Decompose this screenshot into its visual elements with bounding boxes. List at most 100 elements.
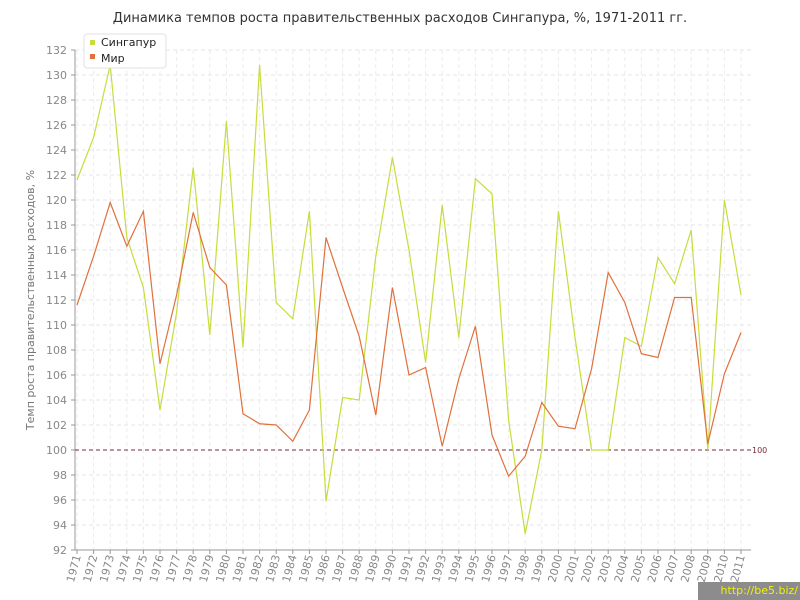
data-point-world[interactable] — [606, 270, 611, 275]
data-point-singapore[interactable] — [207, 333, 212, 338]
data-point-singapore[interactable] — [307, 209, 312, 214]
data-point-world[interactable] — [373, 413, 378, 418]
data-point-world[interactable] — [639, 351, 644, 356]
legend-swatch-singapore — [90, 40, 95, 45]
data-point-world[interactable] — [622, 300, 627, 305]
x-tick-label: 2011 — [728, 553, 748, 583]
data-point-world[interactable] — [224, 283, 229, 288]
data-point-singapore[interactable] — [456, 335, 461, 340]
y-tick-label: 122 — [46, 169, 67, 182]
y-tick-label: 100 — [46, 444, 67, 457]
data-point-world[interactable] — [589, 366, 594, 371]
data-point-singapore[interactable] — [539, 448, 544, 453]
data-point-world[interactable] — [705, 441, 710, 446]
data-point-singapore[interactable] — [174, 310, 179, 315]
data-point-world[interactable] — [539, 400, 544, 405]
y-tick-label: 112 — [46, 294, 67, 307]
data-point-singapore[interactable] — [75, 178, 80, 183]
data-point-world[interactable] — [91, 254, 96, 259]
data-point-world[interactable] — [241, 411, 246, 416]
data-point-world[interactable] — [656, 355, 661, 360]
y-tick-label: 126 — [46, 119, 67, 132]
data-point-singapore[interactable] — [722, 198, 727, 203]
data-point-world[interactable] — [307, 408, 312, 413]
data-point-world[interactable] — [473, 324, 478, 329]
data-point-singapore[interactable] — [689, 228, 694, 233]
data-point-singapore[interactable] — [523, 531, 528, 536]
data-point-singapore[interactable] — [257, 63, 262, 68]
data-point-world[interactable] — [689, 295, 694, 300]
legend-box — [83, 33, 167, 69]
data-point-singapore[interactable] — [506, 418, 511, 423]
data-point-singapore[interactable] — [274, 300, 279, 305]
data-point-singapore[interactable] — [672, 281, 677, 286]
data-point-world[interactable] — [340, 285, 345, 290]
data-point-world[interactable] — [722, 371, 727, 376]
data-point-singapore[interactable] — [490, 191, 495, 196]
data-point-world[interactable] — [490, 433, 495, 438]
data-point-singapore[interactable] — [224, 119, 229, 124]
legend-swatch-world — [90, 54, 95, 59]
data-point-singapore[interactable] — [340, 395, 345, 400]
y-tick-label: 104 — [46, 394, 67, 407]
data-point-world[interactable] — [556, 424, 561, 429]
data-point-singapore[interactable] — [589, 448, 594, 453]
data-point-singapore[interactable] — [473, 176, 478, 181]
data-point-world[interactable] — [124, 244, 129, 249]
data-point-singapore[interactable] — [290, 316, 295, 321]
data-point-singapore[interactable] — [241, 345, 246, 350]
data-point-singapore[interactable] — [357, 398, 362, 403]
data-point-world[interactable] — [191, 210, 196, 215]
data-point-world[interactable] — [423, 365, 428, 370]
data-point-world[interactable] — [108, 200, 113, 205]
data-point-singapore[interactable] — [739, 293, 744, 298]
y-tick-label: 130 — [46, 69, 67, 82]
data-point-singapore[interactable] — [705, 448, 710, 453]
data-point-world[interactable] — [324, 235, 329, 240]
y-tick-label: 118 — [46, 219, 67, 232]
data-point-world[interactable] — [407, 373, 412, 378]
data-point-singapore[interactable] — [141, 285, 146, 290]
grid — [75, 49, 751, 551]
data-point-world[interactable] — [739, 330, 744, 335]
data-point-singapore[interactable] — [373, 254, 378, 259]
data-point-singapore[interactable] — [324, 499, 329, 504]
data-point-world[interactable] — [440, 444, 445, 449]
data-point-singapore[interactable] — [407, 248, 412, 253]
y-tick-label: 106 — [46, 369, 67, 382]
data-point-singapore[interactable] — [158, 408, 163, 413]
data-point-world[interactable] — [174, 293, 179, 298]
data-point-singapore[interactable] — [556, 209, 561, 214]
data-point-world[interactable] — [274, 423, 279, 428]
data-point-singapore[interactable] — [656, 255, 661, 260]
data-point-singapore[interactable] — [191, 165, 196, 170]
watermark[interactable]: http://be5.biz/ — [698, 582, 800, 600]
data-point-world[interactable] — [141, 209, 146, 214]
data-point-world[interactable] — [257, 421, 262, 426]
data-point-world[interactable] — [573, 426, 578, 431]
data-point-world[interactable] — [506, 474, 511, 479]
legend[interactable]: Сингапур Мир — [83, 33, 167, 69]
data-point-singapore[interactable] — [390, 155, 395, 160]
data-point-world[interactable] — [75, 303, 80, 308]
data-point-world[interactable] — [290, 439, 295, 444]
data-point-world[interactable] — [357, 334, 362, 339]
y-tick-label: 108 — [46, 344, 67, 357]
data-point-singapore[interactable] — [91, 135, 96, 140]
data-point-singapore[interactable] — [606, 448, 611, 453]
data-point-world[interactable] — [523, 454, 528, 459]
data-point-world[interactable] — [672, 295, 677, 300]
data-point-world[interactable] — [390, 285, 395, 290]
y-tick-label: 124 — [46, 144, 67, 157]
chart-title: Динамика темпов роста правительственных … — [113, 11, 687, 26]
y-tick-label: 110 — [46, 319, 67, 332]
data-point-singapore[interactable] — [622, 335, 627, 340]
data-point-world[interactable] — [158, 361, 163, 366]
data-point-world[interactable] — [456, 376, 461, 381]
data-point-singapore[interactable] — [423, 360, 428, 365]
data-point-singapore[interactable] — [440, 203, 445, 208]
y-tick-label: 128 — [46, 94, 67, 107]
data-point-world[interactable] — [207, 265, 212, 270]
data-point-singapore[interactable] — [573, 335, 578, 340]
data-point-singapore[interactable] — [124, 235, 129, 240]
